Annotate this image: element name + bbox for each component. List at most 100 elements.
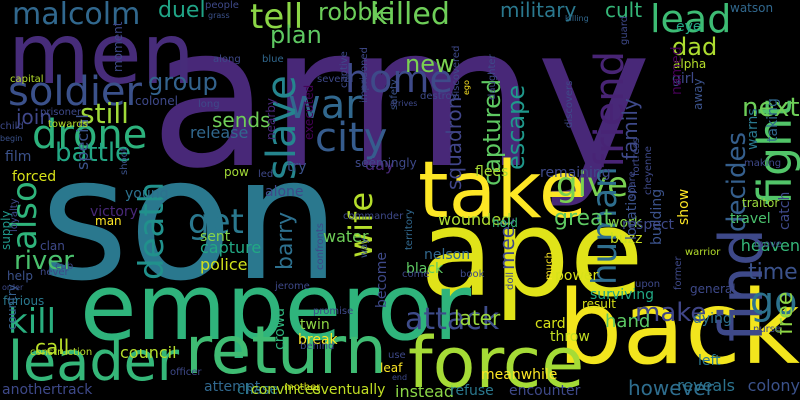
cloud-word-warns: warns: [745, 108, 761, 150]
cloud-word-military: military: [500, 0, 577, 22]
cloud-word-black: black: [406, 261, 444, 277]
cloud-word-forced: forced: [12, 169, 57, 185]
cloud-word-barry: barry: [273, 211, 298, 270]
cloud-word-book: book: [460, 269, 485, 280]
cloud-word-result: result: [582, 297, 616, 311]
cloud-word-tell: tell: [250, 0, 304, 37]
cloud-word-taking: taking: [765, 98, 781, 142]
cloud-word-meanwhile: meanwhile: [481, 367, 558, 383]
cloud-word-water: water: [323, 227, 369, 246]
cloud-word-territory: territory: [404, 209, 415, 250]
cloud-word-men: men: [8, 5, 195, 103]
cloud-word-give: give: [556, 165, 629, 205]
cloud-word-shoot: shoot: [119, 147, 130, 175]
cloud-word-ego: ego: [462, 80, 471, 95]
cloud-word-executed: executed: [302, 84, 316, 140]
cloud-word-upon: upon: [635, 279, 661, 290]
cloud-word-left: left: [698, 353, 721, 369]
cloud-word-fortress: fortress: [631, 137, 642, 176]
cloud-word-go: go: [750, 279, 798, 323]
cloud-word-however: however: [628, 376, 714, 400]
cloud-word-crowd: crowd: [272, 307, 288, 350]
cloud-word-cheyenne: cheyenne: [643, 146, 654, 195]
cloud-word-use: use: [388, 350, 406, 361]
cloud-word-still: still: [80, 97, 129, 130]
cloud-word-sent: sent: [200, 229, 231, 245]
cloud-word-pow: pow: [224, 165, 249, 179]
cloud-word-imprisoned: imprisoned: [359, 47, 370, 103]
cloud-word-make: make: [635, 298, 707, 328]
cloud-word-prisoner: prisoner: [40, 107, 82, 118]
cloud-word-move: move: [754, 239, 782, 250]
cloud-word-become: become: [374, 251, 390, 308]
cloud-word-leaf: leaf: [380, 361, 403, 375]
cloud-word-girl: girl: [672, 71, 695, 87]
cloud-word-colonel: colonel: [135, 94, 178, 108]
cloud-word-capital: capital: [10, 74, 44, 85]
cloud-word-nearby: nearby: [264, 98, 278, 140]
cloud-word-respect: respect: [622, 217, 675, 233]
cloud-word-dying: dying: [693, 311, 732, 327]
cloud-word-alone: alone: [265, 184, 304, 200]
cloud-word-reveals: reveals: [677, 376, 735, 395]
cloud-word-never: never: [40, 267, 69, 278]
cloud-word-ape: ape: [420, 185, 644, 324]
cloud-word-several: several: [317, 74, 354, 85]
cloud-word-man: man: [95, 214, 122, 228]
cloud-word-loyalty: loyalty: [9, 198, 20, 232]
cloud-word-led: led: [258, 169, 274, 180]
cloud-word-much: much: [544, 252, 555, 280]
cloud-word-card: card: [535, 316, 566, 332]
cloud-word-guard: guard: [619, 15, 630, 45]
cloud-word-join: join: [16, 105, 53, 129]
cloud-word-convinces: convinces: [251, 382, 321, 398]
cloud-word-child: child: [0, 121, 24, 132]
cloud-word-blue: blue: [262, 54, 284, 65]
cloud-word-long: long: [198, 99, 220, 110]
cloud-word-cub: cub: [55, 261, 74, 272]
cloud-word-hand: hand: [605, 311, 651, 332]
cloud-word-plan: plan: [270, 21, 322, 49]
cloud-word-catch: catch: [777, 191, 793, 230]
cloud-word-cult: cult: [605, 0, 643, 22]
cloud-word-discovers: discovers: [564, 80, 575, 128]
cloud-word-soldier: soldier: [8, 69, 142, 115]
cloud-word-order: order: [2, 283, 24, 292]
cloud-word-clan: clan: [40, 239, 65, 253]
cloud-word-army: army: [150, 0, 652, 211]
cloud-word-refuse: refuse: [450, 383, 494, 399]
cloud-word-mother: mother: [284, 382, 321, 393]
cloud-word-emperor: emperor: [80, 254, 472, 361]
cloud-word-construction: construction: [30, 347, 93, 358]
cloud-word-killing: killing: [565, 14, 589, 23]
cloud-word-heaven: heaven: [740, 236, 800, 255]
cloud-word-end: end: [392, 373, 408, 382]
cloud-word-doll: doll: [505, 271, 516, 290]
cloud-word-release: release: [190, 123, 249, 142]
cloud-word-next: next: [742, 93, 800, 123]
cloud-word-come: come: [402, 269, 430, 280]
cloud-word-wounded: wounded: [438, 210, 512, 229]
cloud-word-anothertrack: anothertrack: [2, 382, 93, 398]
cloud-word-duel: duel: [158, 0, 206, 23]
cloud-word-leader: leader: [8, 330, 180, 393]
cloud-word-warrior: warrior: [685, 247, 721, 258]
cloud-word-escape: escape: [502, 84, 530, 170]
cloud-word-instead: instead: [395, 382, 454, 400]
cloud-word-battle: battle: [55, 138, 132, 168]
cloud-word-squadron: squadron: [442, 96, 466, 190]
cloud-word-group: group: [148, 68, 218, 96]
cloud-word-confronts: confronts: [315, 223, 326, 270]
cloud-word-away: away: [691, 78, 705, 110]
cloud-word-city: city: [315, 115, 388, 161]
cloud-word-destroy: destroy: [420, 91, 458, 102]
cloud-word-force: force: [408, 322, 585, 400]
cloud-word-traitor: traitor: [742, 196, 780, 210]
cloud-word-river: river: [14, 246, 74, 276]
cloud-word-eventually: eventually: [312, 382, 386, 398]
cloud-word-killed: killed: [370, 0, 450, 32]
cloud-word-work: work: [608, 215, 642, 231]
cloud-word-discovered: discovered: [451, 45, 462, 100]
cloud-word-kill: kill: [8, 302, 57, 342]
